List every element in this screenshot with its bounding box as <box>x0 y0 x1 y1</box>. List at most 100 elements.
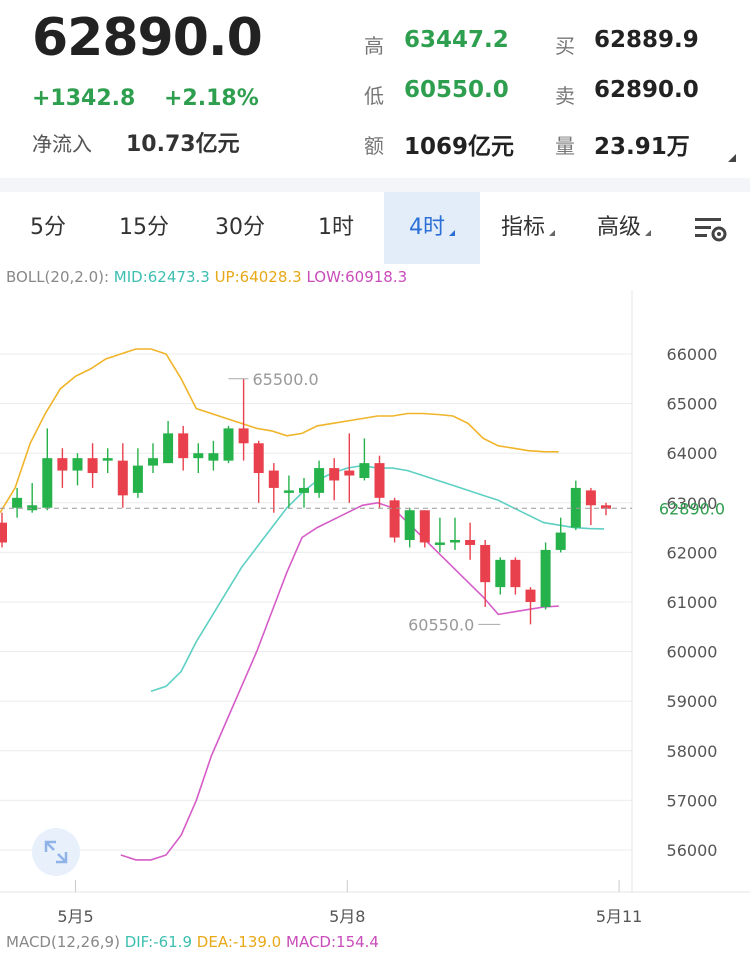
candle-body <box>359 463 370 478</box>
macd-dif: DIF:-61.9 <box>124 933 193 951</box>
macd-dea: DEA:-139.0 <box>196 933 282 951</box>
candle-body <box>208 453 219 461</box>
candlestick-chart[interactable]: 56000 57000 58000 59000 60000 61000 62000 63000… <box>0 290 750 930</box>
expand-header-icon[interactable] <box>728 154 736 162</box>
candle-body <box>495 559 506 588</box>
candle-body <box>480 544 491 583</box>
candle-body <box>389 500 400 538</box>
tab-4h[interactable]: 4时 <box>384 192 480 264</box>
y-tick-label: 64000 <box>667 444 718 463</box>
dropdown-triangle-icon <box>645 230 651 236</box>
dropdown-triangle-icon <box>549 230 555 236</box>
y-tick-label: 56000 <box>667 841 718 860</box>
macd-legend: MACD(12,26,9) DIF:-61.9 DEA:-139.0 MACD:… <box>6 933 379 951</box>
candle-body <box>117 460 128 496</box>
candle-body <box>374 463 385 498</box>
dropdown-triangle-icon <box>449 230 455 236</box>
amount-value: 1069亿元 <box>404 134 515 160</box>
candle-body <box>253 443 264 474</box>
y-tick-label: 63000 <box>667 494 718 513</box>
candle-body <box>299 487 309 493</box>
sell-value: 62890.0 <box>594 77 699 103</box>
tab-indicators[interactable]: 指标 <box>480 192 576 264</box>
volume-label: 量 <box>555 134 575 158</box>
candle-body <box>601 505 611 509</box>
expand-icon <box>44 840 68 864</box>
y-tick-label: 66000 <box>667 345 718 364</box>
boll-mid-line <box>150 464 605 693</box>
candle-body <box>465 540 476 545</box>
tab-30m[interactable]: 30分 <box>215 215 265 240</box>
x-tick-label: 5月8 <box>329 907 365 926</box>
low-value: 60550.0 <box>404 77 509 103</box>
candle-body <box>87 458 98 474</box>
candle-body <box>132 465 143 493</box>
candle-body <box>404 510 415 540</box>
candle-body <box>57 458 68 471</box>
tab-advanced[interactable]: 高级 <box>576 192 672 264</box>
low-annotation-label: 60550.0 <box>408 615 474 634</box>
boll-label: BOLL(20,2.0): <box>6 268 110 286</box>
chart-settings-icon <box>695 218 727 242</box>
candle-body <box>419 510 430 543</box>
candle-body <box>12 497 23 508</box>
boll-legend: BOLL(20,2.0): MID:62473.3 UP:64028.3 LOW… <box>6 268 407 286</box>
tab-15m[interactable]: 15分 <box>119 215 169 240</box>
y-tick-label: 60000 <box>667 643 718 662</box>
y-tick-label: 57000 <box>667 791 718 810</box>
interval-tabs: 5分 15分 30分 1时 4时 指标 高级 <box>0 192 750 264</box>
candle-body <box>223 428 234 461</box>
y-tick-label: 58000 <box>667 742 718 761</box>
boll-upper-line <box>0 348 559 514</box>
boll-low: LOW:60918.3 <box>306 268 408 286</box>
candle-body <box>283 490 294 493</box>
net-inflow-label: 净流入 <box>32 132 92 156</box>
x-tick-label: 5月11 <box>596 907 643 926</box>
current-price-label: 62890.0 <box>659 499 725 518</box>
quote-header: 62890.0 +1342.8 +2.18% 净流入 10.73亿元 高 634… <box>0 0 750 178</box>
macd-value: MACD:154.4 <box>286 933 379 951</box>
boll-mid: MID:62473.3 <box>113 268 210 286</box>
expand-chart-button[interactable] <box>32 828 80 876</box>
last-price: 62890.0 <box>32 8 263 68</box>
y-tick-label: 59000 <box>667 692 718 711</box>
tab-5m[interactable]: 5分 <box>30 215 66 240</box>
candle-body <box>27 505 38 511</box>
candle-body <box>555 532 566 550</box>
buy-label: 买 <box>555 34 575 58</box>
boll-lower-line <box>120 501 559 861</box>
candle-body <box>344 470 355 476</box>
boll-up: UP:64028.3 <box>214 268 302 286</box>
candle-body <box>178 433 189 459</box>
amount-label: 额 <box>364 134 384 158</box>
volume-value: 23.91万 <box>594 134 690 160</box>
candle-body <box>0 522 7 543</box>
candle-body <box>102 458 113 461</box>
high-value: 63447.2 <box>404 27 509 53</box>
candle-body <box>314 468 325 493</box>
candle-body <box>329 468 340 481</box>
tab-1h[interactable]: 1时 <box>318 215 354 240</box>
net-inflow-value: 10.73亿元 <box>126 132 240 157</box>
candle-body <box>585 490 596 506</box>
candle-body <box>434 542 445 545</box>
x-tick-label: 5月5 <box>57 907 93 926</box>
candle-body <box>268 470 279 488</box>
chart-settings-button[interactable] <box>672 192 750 264</box>
candle-body <box>148 458 158 466</box>
candle-body <box>540 549 551 607</box>
y-tick-label: 65000 <box>667 395 718 414</box>
y-tick-label: 61000 <box>667 593 718 612</box>
candle-body <box>193 453 204 459</box>
candle-body <box>570 487 581 528</box>
macd-label: MACD(12,26,9) <box>6 933 120 951</box>
high-label: 高 <box>364 34 384 58</box>
candle-body <box>238 428 249 444</box>
section-divider <box>0 178 750 192</box>
candle-body <box>450 540 460 543</box>
candle-body <box>163 433 174 464</box>
candle-body <box>510 559 521 588</box>
low-label: 低 <box>364 84 384 108</box>
y-tick-label: 62000 <box>667 543 718 562</box>
candle-body <box>525 589 536 602</box>
